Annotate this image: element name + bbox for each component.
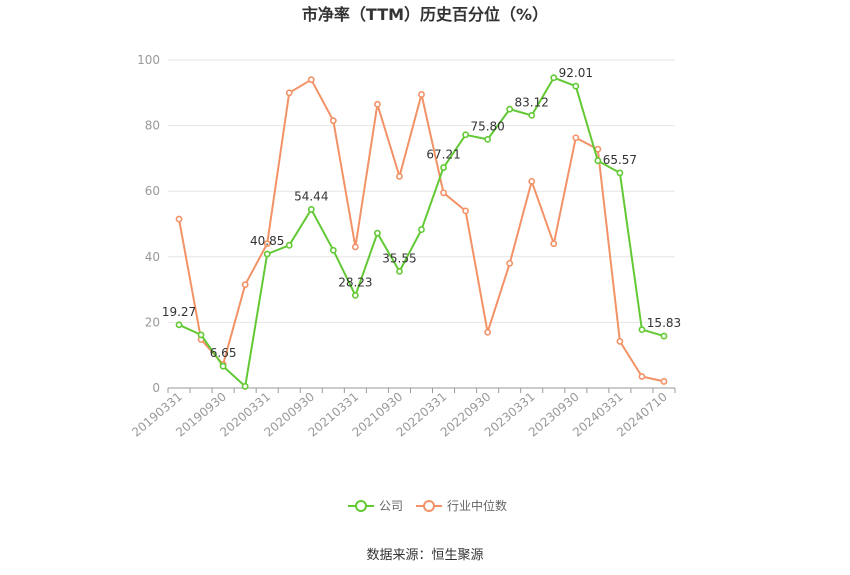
y-tick-label: 100 (137, 53, 160, 67)
data-point (506, 105, 514, 113)
data-point (550, 240, 558, 248)
data-point (263, 240, 271, 248)
data-point (660, 332, 668, 340)
legend[interactable]: 公司 行业中位数 (348, 498, 507, 513)
data-point (572, 134, 580, 142)
y-tick-label: 0 (152, 381, 160, 395)
data-point (462, 207, 469, 215)
axes: 0204060801002019033120190930202003312020… (129, 53, 676, 440)
data-point (660, 378, 668, 385)
data-point (638, 326, 646, 334)
source-note: 数据来源：恒生聚源 (366, 548, 483, 563)
data-label: 28.23 (338, 275, 372, 289)
data-point (418, 91, 425, 98)
data-point (329, 117, 337, 125)
series-group (175, 74, 668, 390)
legend-item-0[interactable]: 公司 (348, 499, 403, 513)
legend-label: 行业中位数 (447, 498, 507, 513)
data-point (175, 321, 183, 329)
y-tick-label: 80 (145, 119, 160, 133)
y-tick-label: 40 (145, 250, 160, 264)
data-label: 35.55 (382, 251, 416, 265)
data-point (241, 382, 249, 390)
data-label: 83.12 (515, 95, 549, 109)
data-point (285, 241, 293, 249)
chart-title: 市净率（TTM）历史百分位（%） (302, 5, 548, 24)
data-label: 75.80 (470, 119, 504, 133)
legend-label: 公司 (379, 499, 403, 513)
legend-marker (423, 500, 435, 512)
data-point (329, 246, 337, 254)
data-point (307, 76, 315, 84)
data-point (307, 206, 315, 213)
data-point (351, 292, 359, 299)
data-label: 67.21 (426, 148, 460, 162)
data-point (374, 100, 381, 108)
data-point (440, 164, 447, 171)
data-point (594, 145, 602, 153)
data-point (197, 331, 205, 339)
data-point (351, 243, 359, 251)
data-label: 65.57 (603, 153, 637, 167)
data-point (484, 328, 492, 336)
data-label: 19.27 (162, 305, 196, 319)
data-label: 15.83 (647, 316, 681, 330)
data-point (572, 82, 580, 90)
data-point (440, 189, 447, 197)
data-point (219, 362, 227, 370)
data-point (175, 215, 183, 223)
data-label: 92.01 (559, 66, 593, 80)
data-point (462, 131, 469, 139)
data-label: 40.85 (250, 234, 284, 248)
data-point (594, 157, 602, 165)
data-labels: 19.27 6.65 40.85 54.44 28.23 35.55 67.21 75.80 8… (162, 66, 681, 360)
data-point (374, 229, 381, 237)
data-point (550, 74, 558, 82)
data-point (263, 250, 271, 258)
legend-marker (355, 500, 367, 512)
data-point (418, 226, 425, 233)
data-point (638, 373, 646, 380)
data-label: 54.44 (294, 189, 328, 203)
data-point (528, 177, 536, 185)
data-point (506, 259, 514, 267)
y-tick-label: 60 (145, 184, 160, 198)
legend-item-1[interactable]: 行业中位数 (416, 498, 507, 513)
data-point (484, 135, 492, 143)
data-label: 6.65 (210, 346, 237, 360)
y-tick-label: 20 (145, 315, 160, 329)
data-point (396, 267, 403, 275)
data-point (616, 338, 624, 345)
data-point (241, 281, 249, 289)
grid (168, 59, 675, 323)
data-point (528, 111, 536, 119)
data-point (285, 89, 293, 97)
data-point (616, 169, 624, 177)
data-point (396, 173, 403, 180)
